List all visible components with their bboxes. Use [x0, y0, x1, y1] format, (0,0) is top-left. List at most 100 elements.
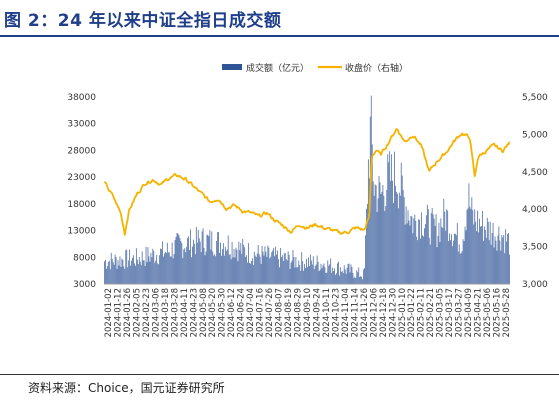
volume-bar [104, 261, 105, 284]
volume-bar [191, 257, 192, 284]
volume-bar [451, 234, 452, 284]
volume-bar [136, 259, 138, 284]
volume-bar [168, 252, 170, 284]
volume-bar [131, 260, 132, 284]
volume-bar [301, 252, 303, 284]
volume-bar [273, 247, 275, 284]
volume-bar [213, 255, 215, 284]
volume-bar [286, 260, 288, 284]
volume-bar [113, 264, 115, 284]
volume-bar [372, 181, 374, 284]
volume-bar [493, 247, 495, 284]
volume-bar [108, 260, 110, 284]
volume-bar [185, 252, 187, 284]
volume-bar [194, 254, 196, 284]
volume-bar [134, 265, 136, 284]
volume-bar [263, 255, 265, 284]
x-tick-label: 2025-05-16 [493, 288, 503, 337]
volume-bar [480, 226, 481, 284]
volume-bar [163, 256, 164, 284]
volume-bar [172, 258, 174, 284]
volume-bar [183, 249, 185, 284]
volume-bar [155, 260, 157, 284]
y-right-tick-label: 4,500 [522, 168, 548, 178]
x-tick-label: 2025-03-05 [436, 288, 446, 337]
volume-bar [235, 247, 237, 284]
volume-bar [487, 221, 489, 284]
volume-bar [272, 250, 274, 284]
volume-bar [349, 272, 351, 284]
volume-bar [187, 238, 189, 284]
volume-bar [281, 255, 283, 284]
volume-bar [337, 261, 339, 284]
volume-bar [329, 264, 331, 284]
volume-bar [348, 263, 350, 284]
volume-bar [209, 230, 211, 284]
volume-bar [143, 260, 145, 284]
volume-bar [302, 261, 304, 284]
volume-bar [437, 235, 439, 284]
volume-bar [390, 180, 392, 284]
volume-bar [472, 210, 474, 284]
x-tick-label: 2024-12-30 [388, 288, 398, 337]
volume-bar [380, 194, 382, 284]
x-tick-label: 2025-04-21 [474, 288, 484, 337]
volume-bar [482, 240, 484, 284]
volume-bar [253, 251, 255, 284]
volume-bar [246, 255, 248, 284]
volume-bar [233, 248, 235, 284]
volume-bar [459, 253, 461, 284]
volume-bar [128, 260, 130, 284]
volume-bar [214, 254, 216, 284]
volume-bar [255, 257, 257, 284]
volume-bar [205, 251, 207, 284]
volume-bar [421, 212, 422, 284]
volume-bar [225, 250, 227, 284]
volume-bar [443, 198, 445, 284]
volume-bar [274, 256, 276, 284]
volume-bar [444, 211, 446, 284]
x-tick-label: 2024-08-07 [275, 288, 285, 337]
x-tick-label: 2024-01-26 [123, 288, 133, 337]
volume-bar [409, 225, 411, 284]
volume-bar [195, 226, 197, 284]
volume-bar [506, 241, 508, 284]
volume-bar [206, 234, 208, 284]
x-tick-label: 2024-08-19 [284, 288, 294, 337]
volume-bar [403, 196, 405, 284]
volume-bar [417, 240, 419, 284]
volume-bar [394, 151, 395, 284]
volume-bar [244, 247, 246, 284]
x-tick-label: 2024-12-06 [369, 288, 379, 337]
x-tick-label: 2025-03-17 [445, 288, 455, 337]
volume-bar [465, 230, 467, 284]
x-tick-label: 2024-11-04 [341, 288, 351, 337]
volume-bar [335, 274, 336, 284]
volume-bar [125, 250, 127, 284]
volume-bar [377, 198, 379, 284]
volume-bar [276, 254, 277, 284]
y-left-tick-label: 38000 [67, 93, 96, 103]
volume-bar [231, 242, 233, 284]
volume-bar [291, 260, 293, 284]
volume-bar [344, 269, 346, 284]
volume-bar [289, 269, 291, 284]
volume-bar [224, 247, 226, 284]
volume-bar [319, 269, 321, 284]
volume-bar [116, 268, 118, 284]
legend-label-volume: 成交额（亿元） [246, 62, 309, 74]
volume-bar [425, 215, 427, 284]
volume-bar [308, 266, 310, 284]
volume-bar [503, 234, 505, 284]
volume-bar [332, 267, 334, 284]
volume-bar [121, 258, 123, 284]
x-tick-label: 2025-01-10 [398, 288, 408, 337]
volume-bar [481, 226, 482, 284]
volume-bar [179, 238, 181, 284]
x-tick-label: 2024-03-06 [151, 288, 161, 337]
volume-bar [321, 268, 323, 284]
volume-bar [367, 159, 369, 284]
volume-bar [328, 265, 330, 284]
volume-bar [308, 257, 309, 284]
volume-bar [432, 214, 434, 284]
